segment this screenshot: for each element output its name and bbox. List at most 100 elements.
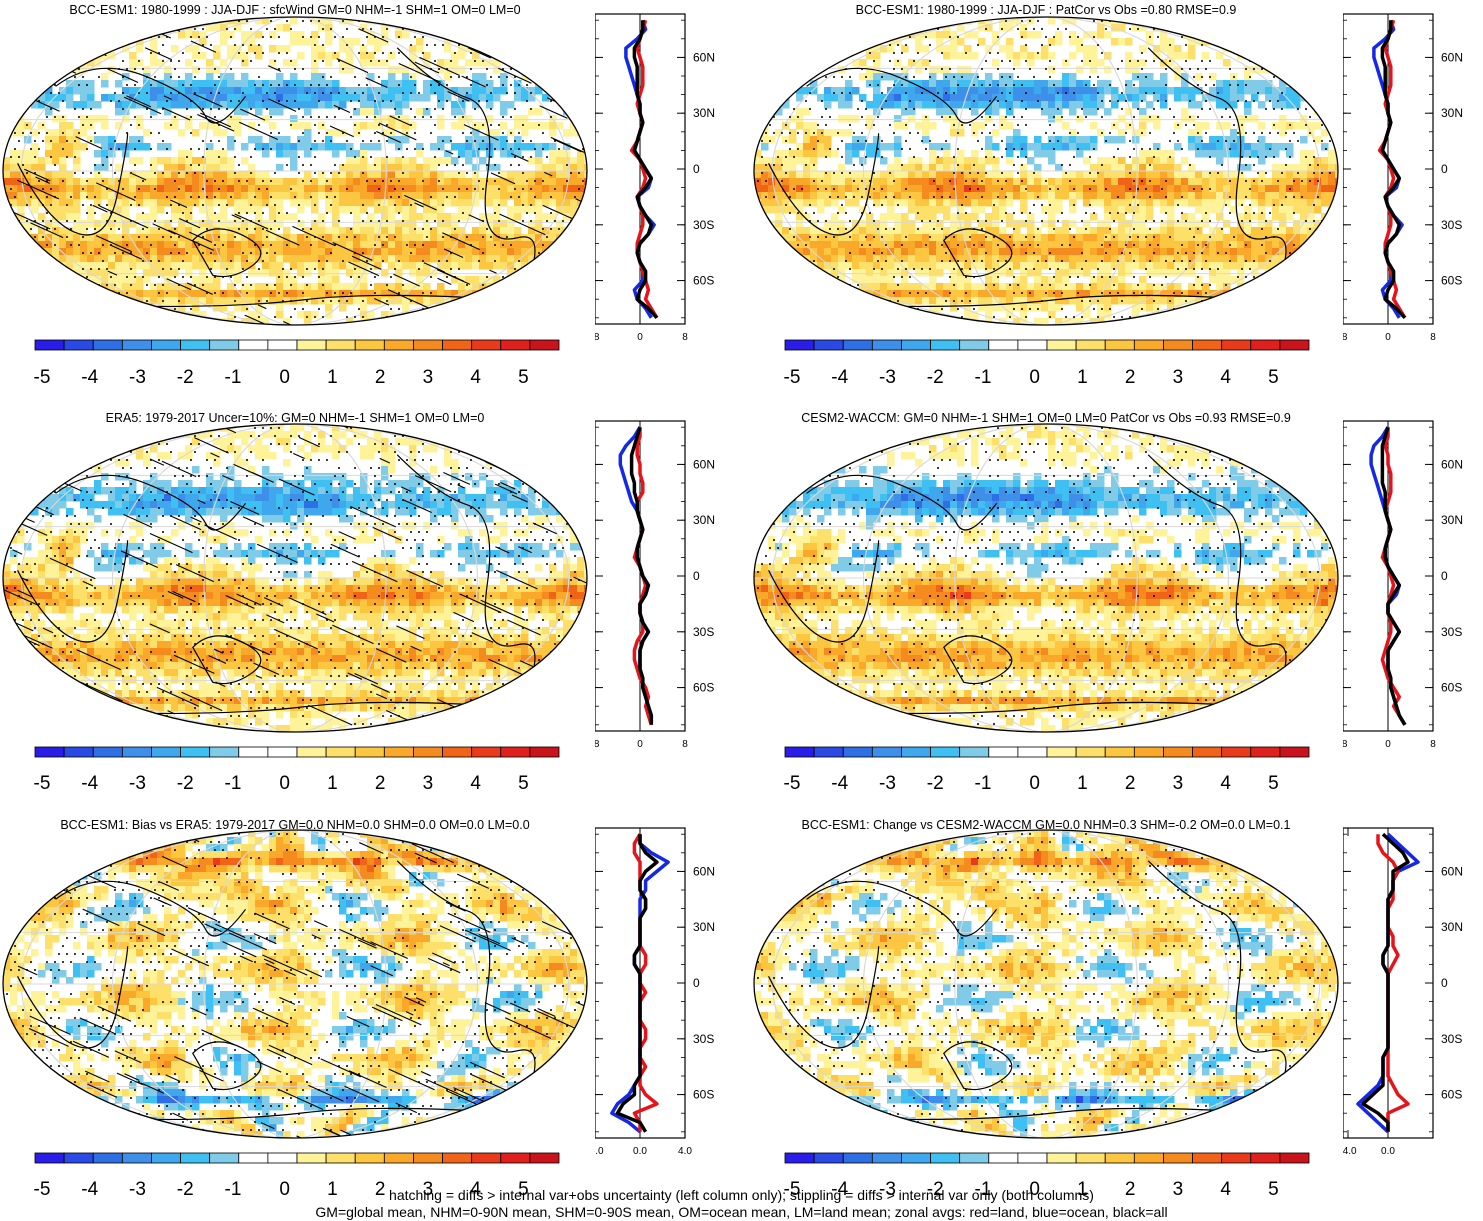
ocean-zonal-line: [618, 426, 654, 725]
zonal-x-tick-label: 0: [1385, 332, 1391, 343]
colorbar-swatch: [529, 746, 560, 758]
zonal-x-tick-label: -8: [595, 332, 600, 343]
colorbar-swatch: [784, 339, 815, 351]
colorbar-label: -1: [225, 367, 242, 389]
colorbar-swatch: [1279, 746, 1310, 758]
colorbar-swatch: [471, 339, 502, 351]
lat-tick-label: 60S: [693, 681, 714, 695]
colorbar-swatch: [1192, 1152, 1223, 1164]
world-map: [753, 423, 1339, 733]
colorbar-swatch: [1017, 746, 1048, 758]
world-map: [2, 423, 588, 733]
colorbar-swatch: [383, 746, 414, 758]
colorbar-swatch: [1221, 746, 1252, 758]
colorbar-swatch: [296, 1152, 327, 1164]
colorbar-label: 1: [327, 1179, 338, 1201]
lat-tick-label: 60S: [1441, 274, 1462, 288]
colorbar-swatch: [471, 746, 502, 758]
colorbar-swatch: [34, 746, 65, 758]
colorbar: [784, 746, 1310, 758]
colorbar-label: 0: [1029, 367, 1040, 389]
colorbar-swatch: [151, 746, 181, 758]
all-zonal-line: [632, 20, 659, 319]
colorbar-swatch: [901, 1152, 931, 1164]
colorbar-label: 1: [1077, 773, 1088, 795]
colorbar-swatch: [1163, 339, 1193, 351]
colorbar: [34, 339, 560, 351]
colorbar-swatch: [413, 339, 443, 351]
colorbar-swatch: [1279, 339, 1310, 351]
colorbar-swatch: [209, 1152, 240, 1164]
colorbar-swatch: [296, 339, 327, 351]
colorbar-swatch: [151, 1152, 181, 1164]
colorbar-swatch: [180, 746, 211, 758]
colorbar-label: 4: [470, 1179, 481, 1201]
colorbar-label: 3: [1173, 1179, 1184, 1201]
colorbar-swatch: [930, 746, 961, 758]
colorbar-label: 0: [1029, 773, 1040, 795]
colorbar-label: -2: [927, 773, 944, 795]
footnote-1: hatching = diffs > internal var+obs unce…: [0, 1187, 1483, 1203]
map-border: [753, 423, 1339, 733]
colorbar-label: -1: [225, 1179, 242, 1201]
colorbar-swatch: [959, 1152, 990, 1164]
colorbar-swatch: [1104, 746, 1135, 758]
colorbar-label: 2: [1125, 367, 1136, 389]
colorbar-swatch: [1133, 746, 1164, 758]
colorbar-label: -2: [927, 1179, 944, 1201]
colorbar-swatch: [354, 339, 385, 351]
colorbar-label: 4: [470, 773, 481, 795]
colorbar-swatch: [413, 746, 443, 758]
colorbar-swatch: [1046, 1152, 1077, 1164]
world-map: [753, 829, 1339, 1139]
lat-tick-label: 30S: [693, 218, 714, 232]
colorbar-swatch: [1133, 339, 1164, 351]
colorbar-label: -1: [975, 773, 992, 795]
colorbar-label: -2: [177, 367, 194, 389]
units-label: m s-1: [1378, 420, 1398, 421]
colorbar-swatch: [121, 746, 152, 758]
colorbar-swatch: [267, 746, 298, 758]
colorbar-swatch: [1279, 1152, 1310, 1164]
all-zonal-line: [1380, 426, 1407, 726]
colorbar-swatch: [1104, 339, 1135, 351]
colorbar-swatch: [959, 339, 990, 351]
colorbar-label: -1: [225, 773, 242, 795]
map-border: [753, 16, 1339, 326]
lat-tick-label: 60S: [693, 1088, 714, 1102]
colorbar-swatch: [500, 746, 531, 758]
zonal-mean-plot: 60N 30N 0 30S 60S -4.0 0.0 4.0 m s-1: [595, 827, 715, 1157]
zonal-x-tick-label: 8: [1430, 332, 1436, 343]
zonal-mean-plot: 60N 30N 0 30S 60S -8 0 8 m s-1: [1343, 420, 1463, 750]
lat-tick-label: 0: [693, 569, 700, 583]
colorbar-label: 4: [470, 367, 481, 389]
zonal-x-tick-label: -8: [1343, 332, 1348, 343]
lat-tick-label: 60N: [1441, 457, 1463, 471]
lat-tick-label: 60N: [693, 864, 715, 878]
zonal-x-tick-label: 0.0: [1381, 1146, 1395, 1157]
colorbar-label: 0: [279, 773, 290, 795]
colorbar-label: 3: [423, 773, 434, 795]
colorbar-label: -3: [879, 367, 896, 389]
colorbar-swatch: [842, 339, 873, 351]
all-zonal-line: [1361, 832, 1410, 1132]
colorbar-swatch: [63, 339, 94, 351]
colorbar-label: -4: [81, 367, 98, 389]
colorbar-label: -1: [975, 1179, 992, 1201]
zonal-x-tick-label: 0: [637, 332, 643, 343]
colorbar-label: 5: [1268, 1179, 1279, 1201]
colorbar-swatch: [354, 1152, 385, 1164]
colorbar-swatch: [1163, 1152, 1193, 1164]
lat-tick-label: 0: [1441, 569, 1448, 583]
colorbar-swatch: [500, 339, 531, 351]
colorbar-label: 4: [1220, 1179, 1231, 1201]
lat-tick-label: 60N: [1441, 50, 1463, 64]
colorbar-swatch: [180, 1152, 211, 1164]
colorbar-label: -3: [879, 1179, 896, 1201]
colorbar-label: -2: [177, 773, 194, 795]
units-label: m s-1: [630, 13, 650, 14]
colorbar-swatch: [92, 1152, 123, 1164]
colorbar-label: -5: [34, 1179, 51, 1201]
zonal-x-tick-label: 8: [682, 739, 688, 750]
colorbar-swatch: [529, 339, 560, 351]
